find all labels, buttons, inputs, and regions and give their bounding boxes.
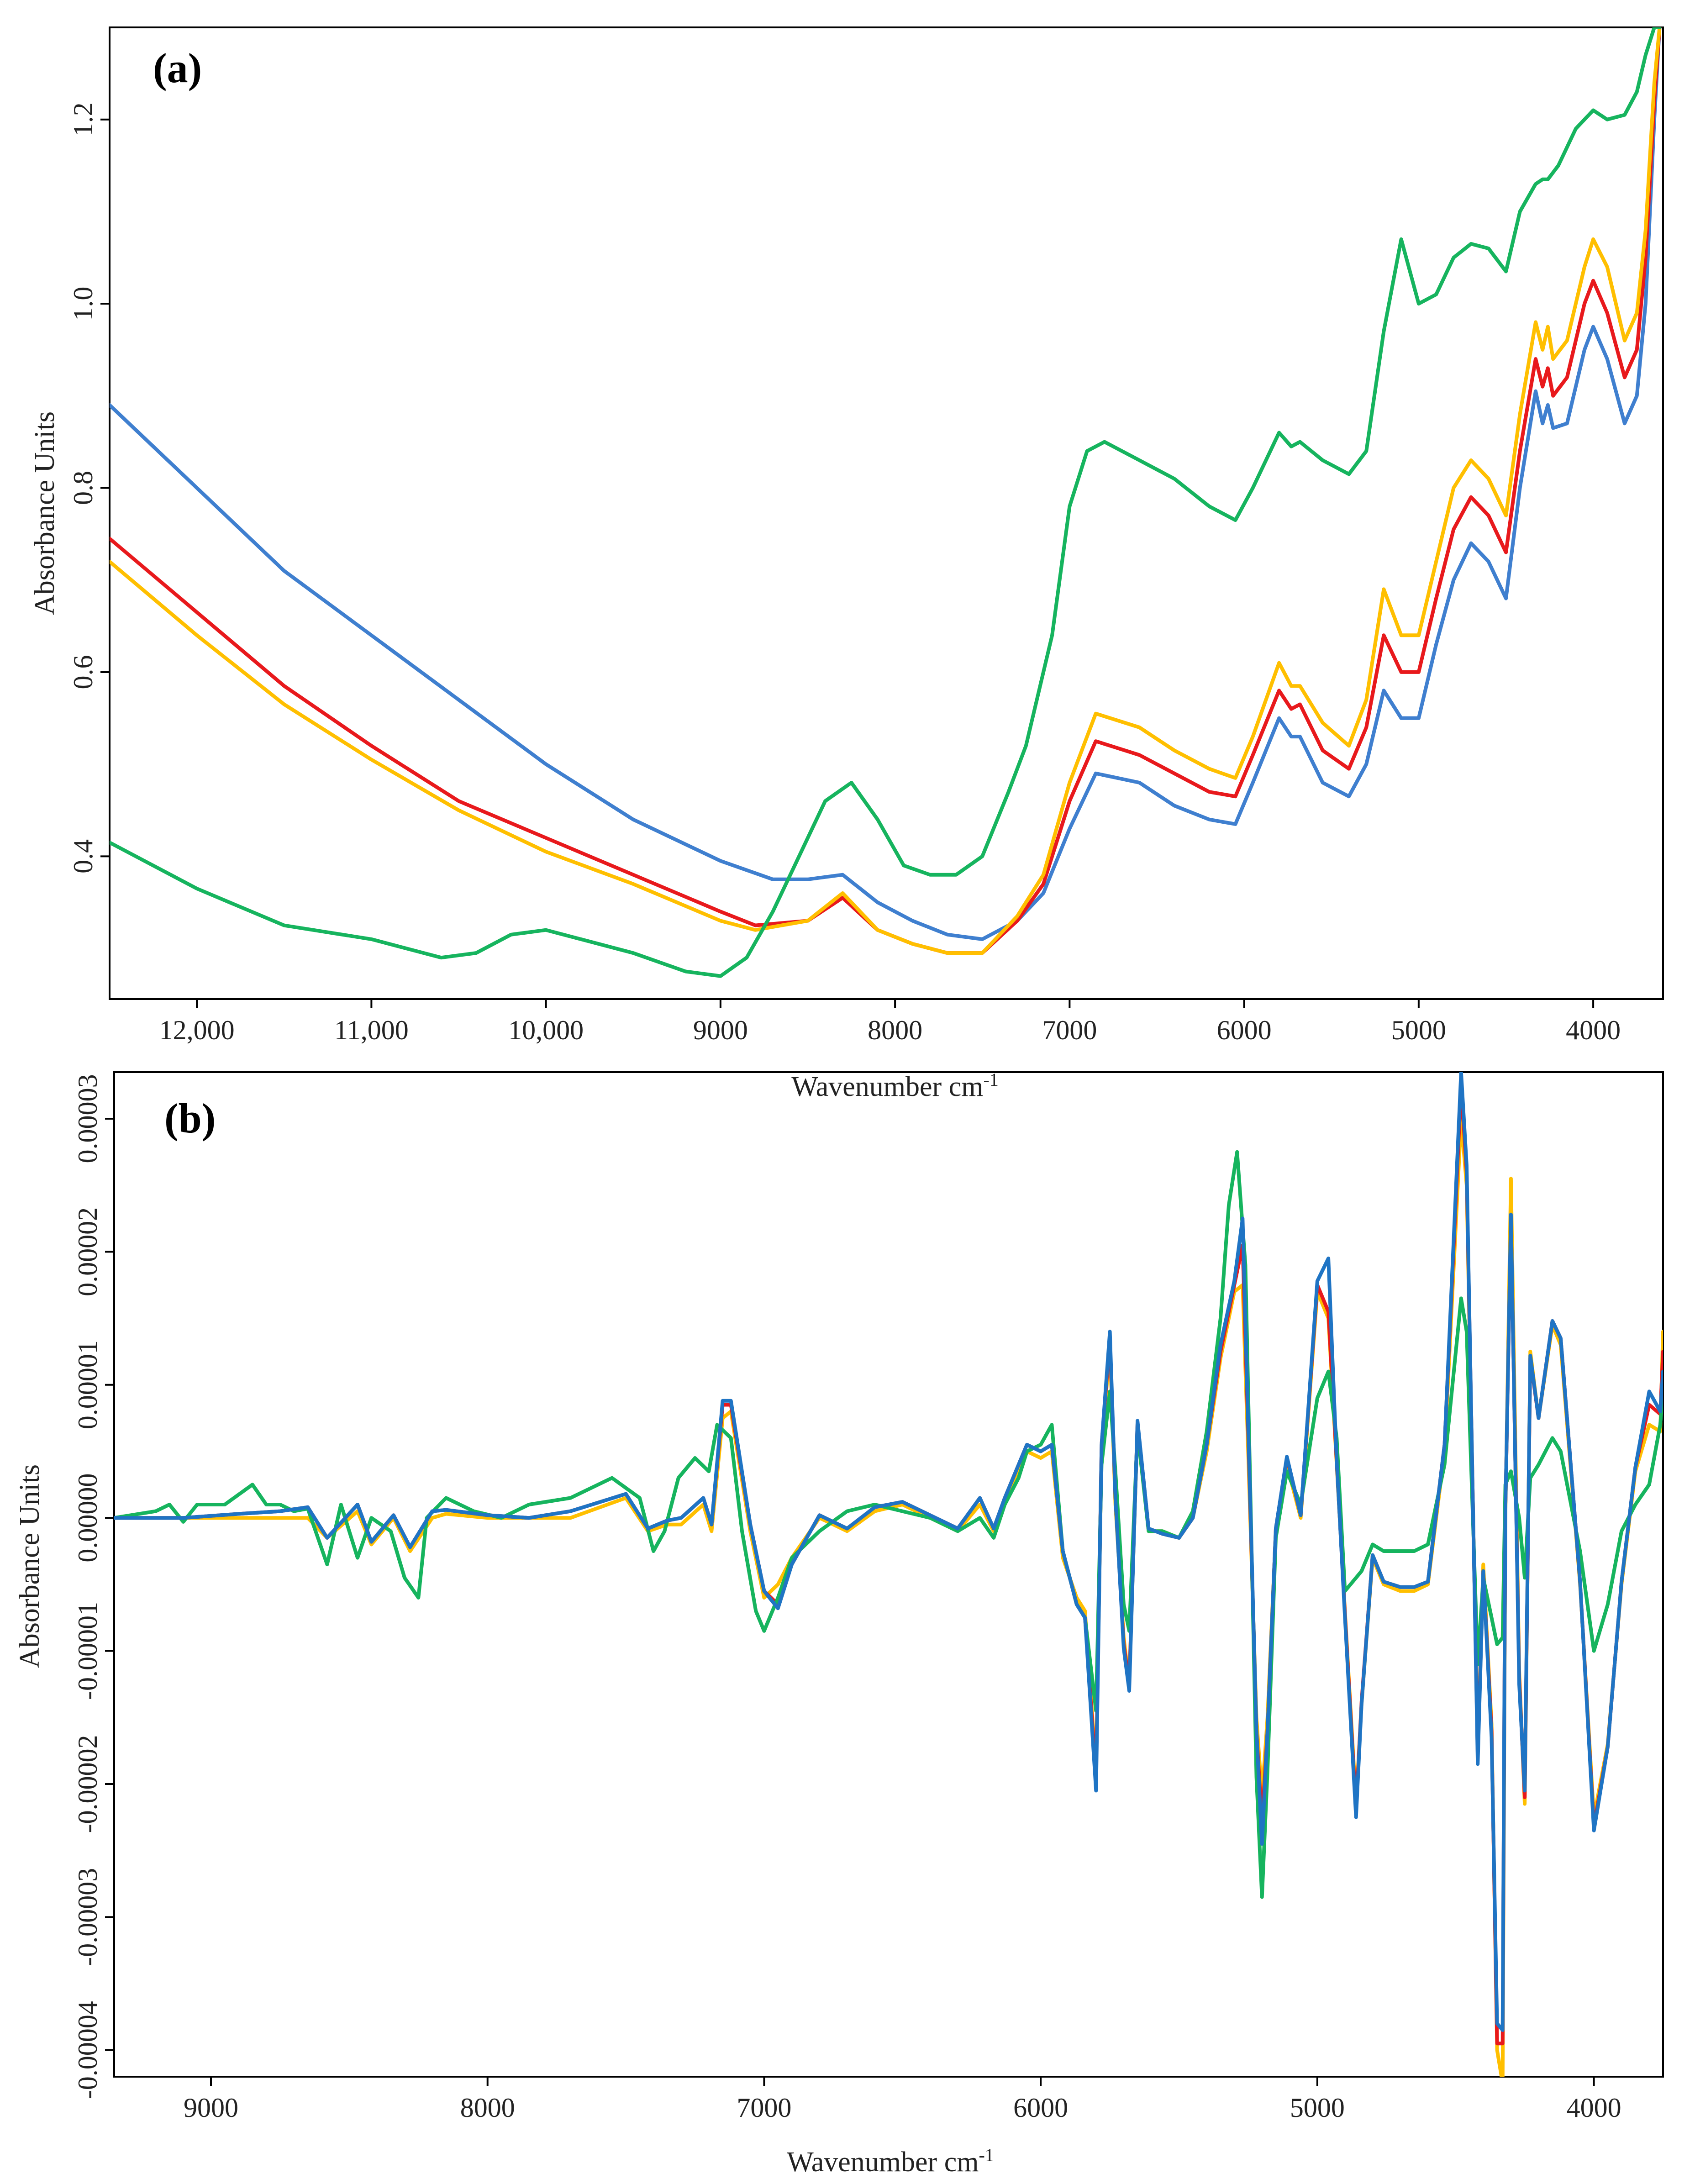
y-tick-label: 0.4 bbox=[68, 839, 98, 874]
x-axis-label-a: Wavenumber cm-1 bbox=[791, 1069, 999, 1102]
x-tick-label: 5000 bbox=[1290, 2093, 1345, 2123]
x-tick-label: 9000 bbox=[184, 2093, 238, 2123]
y-tick-label: 1.2 bbox=[68, 102, 98, 137]
y-tick-label: -0.00003 bbox=[73, 1868, 103, 1966]
y-tick-label: 1.0 bbox=[68, 287, 98, 321]
y-axis-label-a: Absorbance Units bbox=[29, 411, 60, 615]
series-line-blue bbox=[110, 27, 1662, 941]
x-tick-label: 5000 bbox=[1391, 1015, 1446, 1045]
x-tick-label: 10,000 bbox=[508, 1015, 584, 1045]
x-tick-label: 7000 bbox=[737, 2093, 791, 2123]
y-tick-label: -0.00002 bbox=[73, 1735, 103, 1833]
plot-frame-a bbox=[109, 26, 1664, 1000]
y-axis-label-b: Absorbance Units bbox=[14, 1464, 45, 1668]
panel-label-b: (b) bbox=[164, 1095, 216, 1142]
x-tick-label: 7000 bbox=[1042, 1015, 1097, 1045]
y-tick-label: -0.00004 bbox=[73, 2001, 103, 2099]
y-tick-label: 0.00003 bbox=[73, 1074, 103, 1163]
y-tick-label: 0.00000 bbox=[73, 1474, 103, 1563]
x-tick-label: 12,000 bbox=[159, 1015, 235, 1045]
x-tick-label: 4000 bbox=[1567, 2093, 1621, 2123]
y-tick-label: 0.00002 bbox=[73, 1207, 103, 1296]
series-line-yellow bbox=[114, 1117, 1663, 2077]
y-tick-label: 0.00001 bbox=[73, 1340, 103, 1429]
y-tick-label: -0.00001 bbox=[73, 1602, 103, 1700]
chart-panel-a: (a) 12,000 11,000 10,000 9000 8000 7000 6000 50… bbox=[29, 26, 1664, 1102]
series-line-green bbox=[110, 27, 1662, 978]
x-tick-label: 8000 bbox=[868, 1015, 922, 1045]
x-tick-label: 4000 bbox=[1566, 1015, 1621, 1045]
x-tick-label: 11,000 bbox=[334, 1015, 409, 1045]
x-tick-label: 6000 bbox=[1013, 2093, 1068, 2123]
panel-label-a: (a) bbox=[153, 45, 202, 91]
series-line-green bbox=[114, 1150, 1663, 1899]
x-tick-label: 6000 bbox=[1217, 1015, 1272, 1045]
plot-frame-b bbox=[113, 1071, 1664, 2078]
y-tick-label: 0.6 bbox=[68, 655, 98, 689]
series-line-red bbox=[110, 27, 1662, 955]
x-tick-label: 9000 bbox=[693, 1015, 748, 1045]
chart-panel-b: (b) 9000 8000 7000 6000 5000 4000 -0.00004 -0.… bbox=[14, 1071, 1664, 2178]
x-axis-label-b: Wavenumber cm-1 bbox=[787, 2145, 994, 2178]
series-line-blue bbox=[114, 1072, 1663, 2032]
series-line-yellow bbox=[110, 27, 1662, 955]
y-tick-label: 0.8 bbox=[68, 471, 98, 505]
x-tick-label: 8000 bbox=[460, 2093, 515, 2123]
